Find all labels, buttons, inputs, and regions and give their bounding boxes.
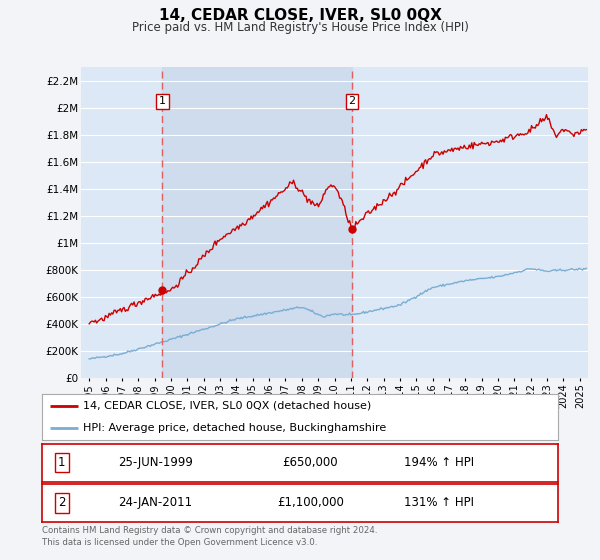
Text: £650,000: £650,000: [283, 456, 338, 469]
Text: Price paid vs. HM Land Registry's House Price Index (HPI): Price paid vs. HM Land Registry's House …: [131, 21, 469, 34]
Text: 2: 2: [58, 496, 65, 510]
Text: 14, CEDAR CLOSE, IVER, SL0 0QX (detached house): 14, CEDAR CLOSE, IVER, SL0 0QX (detached…: [83, 400, 371, 410]
Text: 131% ↑ HPI: 131% ↑ HPI: [404, 496, 475, 510]
Text: 1: 1: [159, 96, 166, 106]
Text: 25-JUN-1999: 25-JUN-1999: [118, 456, 193, 469]
Text: £1,100,000: £1,100,000: [277, 496, 344, 510]
Text: HPI: Average price, detached house, Buckinghamshire: HPI: Average price, detached house, Buck…: [83, 423, 386, 433]
Text: 24-JAN-2011: 24-JAN-2011: [118, 496, 193, 510]
Text: Contains HM Land Registry data © Crown copyright and database right 2024.: Contains HM Land Registry data © Crown c…: [42, 526, 377, 535]
Text: 194% ↑ HPI: 194% ↑ HPI: [404, 456, 475, 469]
Text: This data is licensed under the Open Government Licence v3.0.: This data is licensed under the Open Gov…: [42, 538, 317, 547]
Text: 1: 1: [58, 456, 65, 469]
Text: 2: 2: [349, 96, 356, 106]
Text: 14, CEDAR CLOSE, IVER, SL0 0QX: 14, CEDAR CLOSE, IVER, SL0 0QX: [158, 8, 442, 24]
Bar: [163, 67, 352, 378]
